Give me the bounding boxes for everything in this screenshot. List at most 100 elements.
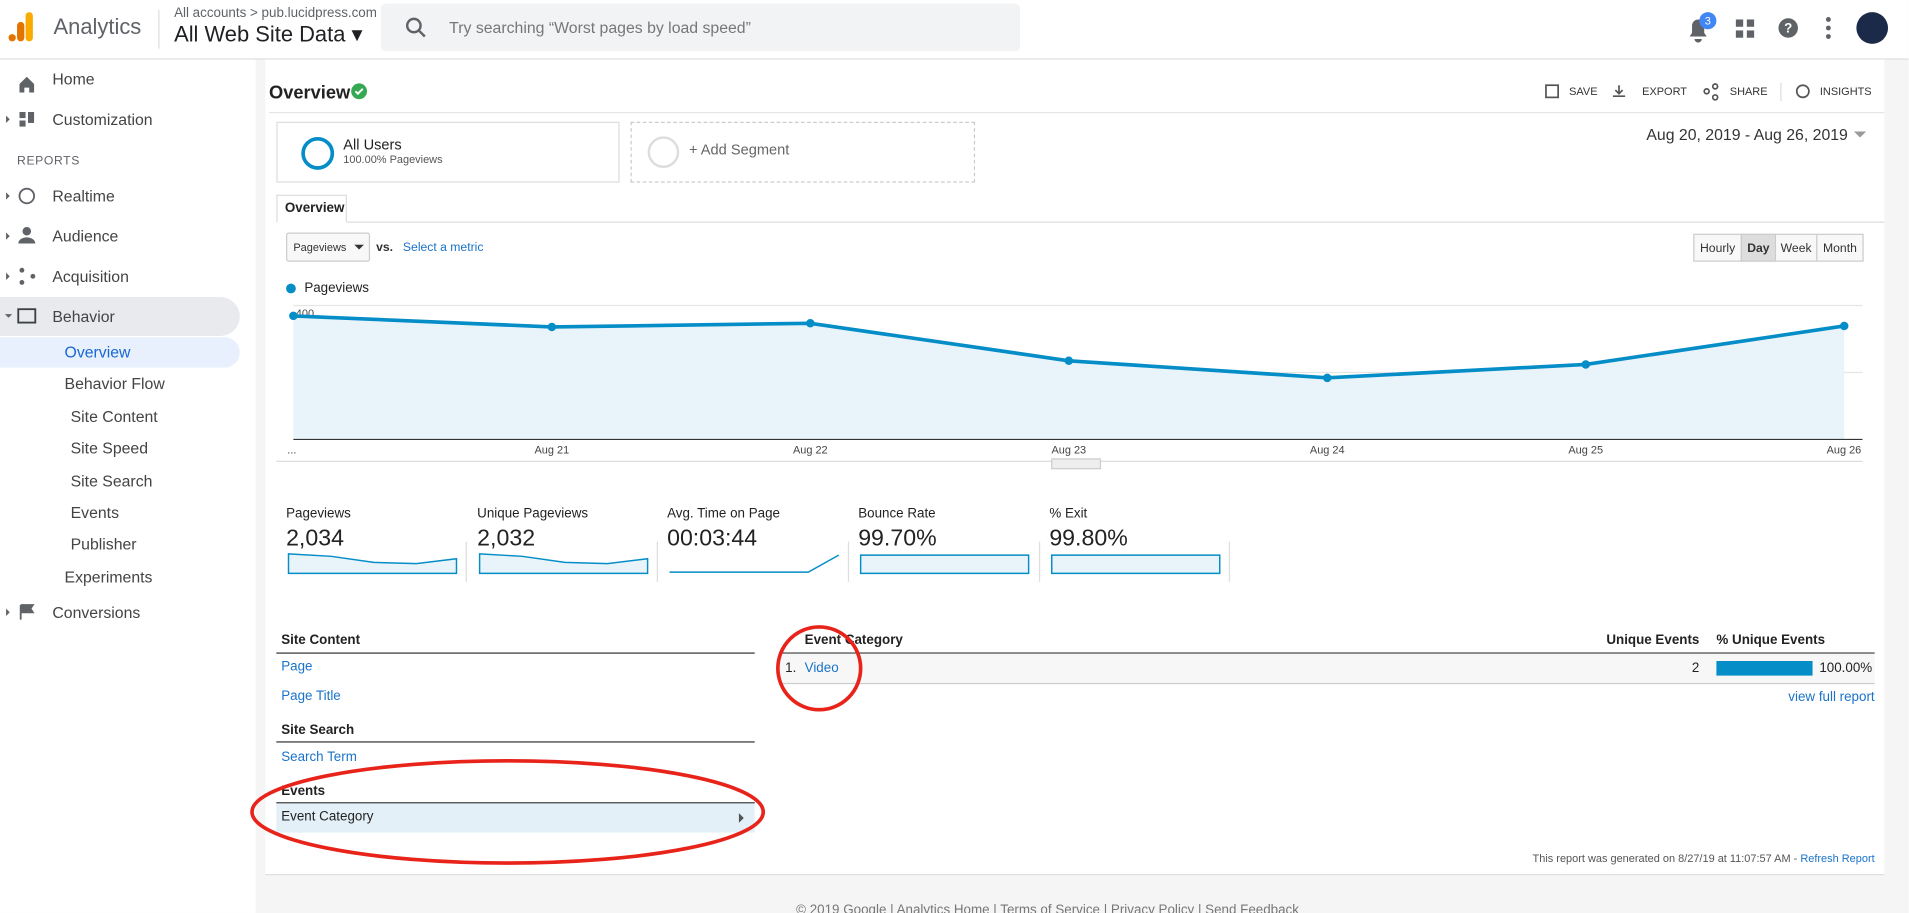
svg-text:?: ? — [1784, 21, 1792, 36]
action[interactable]: SAVE — [1569, 85, 1598, 98]
refresh-link[interactable]: Refresh Report — [1800, 852, 1875, 865]
dropdown-arrow — [354, 244, 364, 250]
badge-count: 3 — [1704, 14, 1711, 27]
section-title: Site Content — [281, 632, 361, 648]
more-icon[interactable] — [1825, 17, 1831, 39]
product-name: Analytics — [53, 14, 142, 39]
report-title: Overview — [269, 82, 351, 104]
metric-dropdown[interactable] — [286, 232, 371, 262]
view-selector[interactable]: All Web Site Data ▾ — [174, 21, 363, 47]
add-segment-ring — [647, 136, 680, 168]
nav-item[interactable]: Home — [52, 69, 95, 89]
scorecard-value: 2,034 — [286, 525, 344, 552]
nav-item[interactable]: Conversions — [52, 603, 141, 622]
section-title: Events — [281, 783, 326, 799]
rule — [276, 652, 755, 654]
x-tick-label: Aug 22 — [793, 444, 828, 456]
behavior-highlight — [0, 297, 240, 336]
nav-subitem[interactable]: Overview — [64, 342, 131, 361]
metric-label[interactable]: Pageviews — [293, 241, 347, 254]
point — [1064, 356, 1074, 366]
row-unique-events: 2 — [1691, 660, 1700, 676]
divider — [269, 111, 1885, 114]
x-tick-label: Aug 21 — [535, 444, 570, 456]
search-box[interactable]: Try searching “Worst pages by load speed… — [381, 3, 1021, 52]
add-segment[interactable] — [630, 121, 976, 183]
dimension-link[interactable]: Event Category — [281, 809, 374, 825]
tab-label[interactable]: Overview — [284, 200, 345, 216]
x-tick-label: Aug 25 — [1568, 444, 1603, 456]
report-generated: This report was generated on 8/27/19 at … — [1533, 852, 1875, 864]
nav-item[interactable]: Audience — [52, 227, 119, 246]
row-rank: 1. — [785, 660, 797, 676]
row-percent: 100.00% — [1819, 660, 1873, 676]
nav-subitem[interactable]: Experiments — [64, 567, 153, 587]
dimension-link[interactable]: Page — [281, 659, 313, 675]
table-row — [779, 653, 1875, 685]
x-tick-label: ... — [287, 444, 296, 456]
nav-item[interactable]: Realtime — [52, 186, 115, 206]
tab[interactable] — [276, 194, 347, 223]
generated-text: This report was generated on 8/27/19 at … — [1532, 852, 1798, 865]
section-title: Site Search — [281, 723, 355, 738]
search-placeholder: Try searching “Worst pages by load speed… — [449, 18, 751, 37]
badge — [1699, 12, 1717, 30]
scorecard-value: 00:03:44 — [667, 525, 758, 552]
point — [1581, 360, 1590, 369]
nav-subitem[interactable]: Site Speed — [70, 438, 149, 458]
x-tick-label: Aug 23 — [1051, 444, 1086, 456]
help-icon[interactable] — [1778, 18, 1798, 38]
segment-ring — [301, 136, 335, 170]
row-category[interactable]: Video — [804, 660, 839, 676]
logo — [8, 12, 33, 42]
verified-icon — [351, 83, 368, 100]
tab-line — [276, 221, 1885, 223]
nav-subitem[interactable]: Site Content — [70, 407, 158, 426]
nav-subitem[interactable]: Events — [70, 503, 119, 522]
full-report-link[interactable]: view full report — [1788, 690, 1875, 705]
scorecard-label: % Exit — [1049, 506, 1088, 522]
action[interactable]: SHARE — [1729, 85, 1768, 98]
footer-links[interactable]: © 2019 Google | Analytics Home | Terms o… — [796, 903, 1299, 913]
dropdown-arrow — [1853, 131, 1867, 138]
action-icons — [1545, 82, 1810, 102]
date-range[interactable]: Aug 20, 2019 - Aug 26, 2019 — [1646, 125, 1848, 144]
action[interactable]: EXPORT — [1642, 85, 1687, 98]
add-segment-label[interactable]: + Add Segment — [688, 141, 790, 159]
area — [293, 315, 1845, 440]
breadcrumb[interactable]: All accounts > pub.lucidpress.com — [174, 6, 377, 21]
sparklines — [287, 541, 1231, 582]
legend-dot — [286, 283, 296, 294]
scorecard-label: Unique Pageviews — [477, 506, 589, 522]
section-label: REPORTS — [17, 154, 80, 168]
scorecard-label: Pageviews — [286, 506, 351, 522]
x-tick-label: Aug 24 — [1310, 444, 1345, 456]
nav-subitem[interactable]: Site Search — [70, 471, 153, 490]
apps-icon[interactable] — [1735, 19, 1755, 38]
nav-item[interactable]: Acquisition — [52, 267, 129, 286]
granularity-button[interactable]: Hourly — [1693, 233, 1742, 262]
property[interactable]: pub.lucidpress.com — [261, 6, 377, 21]
view-name[interactable]: All Web Site Data — [174, 21, 346, 47]
dimension-link[interactable]: Search Term — [281, 749, 357, 765]
segment-card[interactable] — [276, 121, 620, 183]
nav-item[interactable]: Behavior — [52, 307, 115, 326]
nav-subitem[interactable]: Publisher — [70, 535, 137, 554]
scorecard-value: 2,032 — [477, 525, 536, 552]
nav-item[interactable]: Customization — [52, 110, 153, 129]
dimension-link[interactable]: Page Title — [281, 688, 341, 704]
overview-highlight — [0, 337, 240, 368]
rule — [779, 652, 1875, 654]
nav-subitem[interactable]: Behavior Flow — [64, 374, 165, 393]
select-metric[interactable]: Select a metric — [402, 241, 484, 255]
legend-label: Pageviews — [304, 280, 369, 295]
divider — [158, 9, 160, 49]
avatar[interactable] — [1856, 12, 1889, 44]
breadcrumb-root[interactable]: All accounts — [174, 6, 247, 21]
action[interactable]: INSIGHTS — [1819, 85, 1872, 98]
scorecard-label: Avg. Time on Page — [667, 506, 780, 522]
point — [806, 319, 815, 328]
granularity-button[interactable]: Month — [1816, 233, 1864, 262]
